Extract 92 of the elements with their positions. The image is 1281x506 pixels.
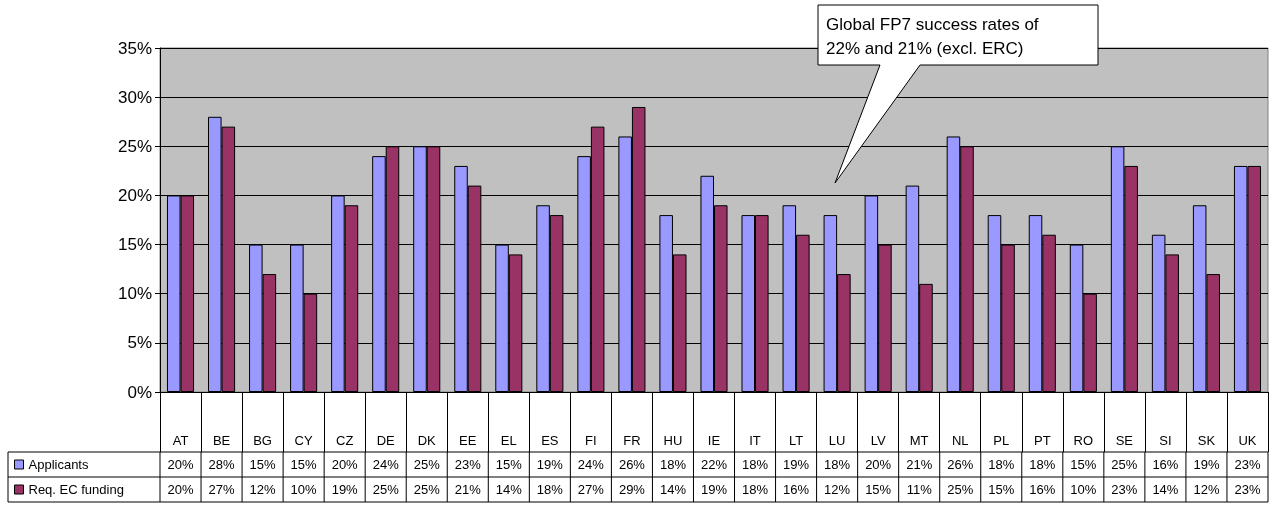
y-tick-label: 10%	[117, 284, 152, 304]
data-label: 14%	[659, 482, 687, 497]
y-tick-label: 0%	[127, 382, 152, 402]
data-label: 16%	[783, 482, 810, 497]
data-label: 26%	[618, 457, 646, 472]
x-tick-label: FR	[623, 433, 641, 448]
data-label: 10%	[1070, 482, 1097, 497]
data-label: 25%	[372, 482, 400, 497]
x-tick-label: CZ	[335, 433, 354, 448]
data-label: 15%	[495, 457, 523, 472]
x-tick-label: CY	[294, 433, 313, 448]
data-label: 10%	[290, 482, 318, 497]
x-tick-label: AT	[172, 433, 189, 448]
data-label: 16%	[1152, 457, 1179, 472]
y-tick-label: 25%	[117, 136, 152, 156]
data-label: 23%	[1234, 482, 1261, 497]
data-label: 16%	[1029, 482, 1056, 497]
x-tick-label: MT	[909, 433, 929, 448]
x-tick-label: SK	[1197, 433, 1216, 448]
data-label: 15%	[1070, 457, 1097, 472]
data-label: 25%	[413, 482, 441, 497]
y-tick-label: 30%	[117, 87, 152, 107]
x-tick-label: IT	[749, 433, 761, 448]
data-label: 20%	[167, 457, 194, 472]
data-label: 18%	[1029, 457, 1056, 472]
data-label: 19%	[783, 457, 810, 472]
x-tick-label: DK	[417, 433, 437, 448]
data-label: 20%	[167, 482, 194, 497]
data-label: 27%	[577, 482, 605, 497]
data-label: 15%	[290, 457, 318, 472]
data-label: 18%	[742, 457, 769, 472]
x-tick-label: NL	[951, 433, 969, 448]
data-label: 19%	[536, 457, 564, 472]
data-label: 14%	[495, 482, 523, 497]
data-label: 25%	[1111, 457, 1138, 472]
data-label: 21%	[906, 457, 933, 472]
data-label: 18%	[659, 457, 687, 472]
data-label: 15%	[249, 457, 277, 472]
y-tick-label: 20%	[117, 185, 152, 205]
data-label: 18%	[536, 482, 564, 497]
data-label: 23%	[454, 457, 482, 472]
data-label: 19%	[1193, 457, 1220, 472]
x-tick-label: DE	[376, 433, 396, 448]
data-label: 24%	[372, 457, 400, 472]
x-tick-label: ES	[541, 433, 559, 448]
x-tick-label: EE	[459, 433, 477, 448]
x-tick-label: SI	[1159, 433, 1172, 448]
annotation: Global FP7 success rates of 22% and 21% (excl. ERC)	[826, 14, 1039, 58]
data-label: 18%	[742, 482, 769, 497]
data-label: 23%	[1111, 482, 1138, 497]
data-label: 12%	[249, 482, 277, 497]
legend-label: Req. EC funding	[28, 482, 124, 497]
x-tick-label: RO	[1073, 433, 1094, 448]
x-tick-label: PT	[1033, 433, 1051, 448]
x-tick-label: SE	[1115, 433, 1134, 448]
data-label: 24%	[577, 457, 605, 472]
data-label: 19%	[331, 482, 359, 497]
data-label: 12%	[1193, 482, 1220, 497]
x-tick-label: LU	[828, 433, 846, 448]
data-label: 19%	[700, 482, 728, 497]
legend-label: Applicants	[28, 457, 89, 472]
x-tick-label: IE	[707, 433, 721, 448]
data-label: 18%	[824, 457, 851, 472]
x-tick-label: LT	[788, 433, 804, 448]
data-label: 21%	[454, 482, 482, 497]
data-label: 18%	[988, 457, 1015, 472]
data-label: 29%	[618, 482, 646, 497]
data-label: 22%	[700, 457, 728, 472]
data-label: 12%	[824, 482, 851, 497]
data-label: 11%	[906, 482, 933, 497]
x-tick-label: LV	[870, 433, 886, 448]
x-tick-label: PL	[993, 433, 1010, 448]
x-tick-label: BG	[253, 433, 272, 448]
data-label: 28%	[208, 457, 235, 472]
data-label: 15%	[988, 482, 1015, 497]
x-tick-label: BE	[212, 433, 231, 448]
data-label: 15%	[865, 482, 892, 497]
data-label: 25%	[947, 482, 974, 497]
x-tick-label: UK	[1238, 433, 1257, 448]
x-tick-label: EL	[500, 433, 517, 448]
y-tick-label: 35%	[117, 38, 152, 58]
y-tick-label: 5%	[127, 333, 152, 353]
data-label: 14%	[1152, 482, 1179, 497]
data-label: 20%	[331, 457, 359, 472]
data-label: 26%	[947, 457, 974, 472]
x-tick-label: HU	[663, 433, 683, 448]
data-label: 27%	[208, 482, 235, 497]
data-label: 20%	[865, 457, 892, 472]
data-label: 25%	[413, 457, 441, 472]
data-label: 23%	[1234, 457, 1261, 472]
y-tick-label: 15%	[117, 235, 152, 255]
x-tick-label: FI	[585, 433, 597, 448]
